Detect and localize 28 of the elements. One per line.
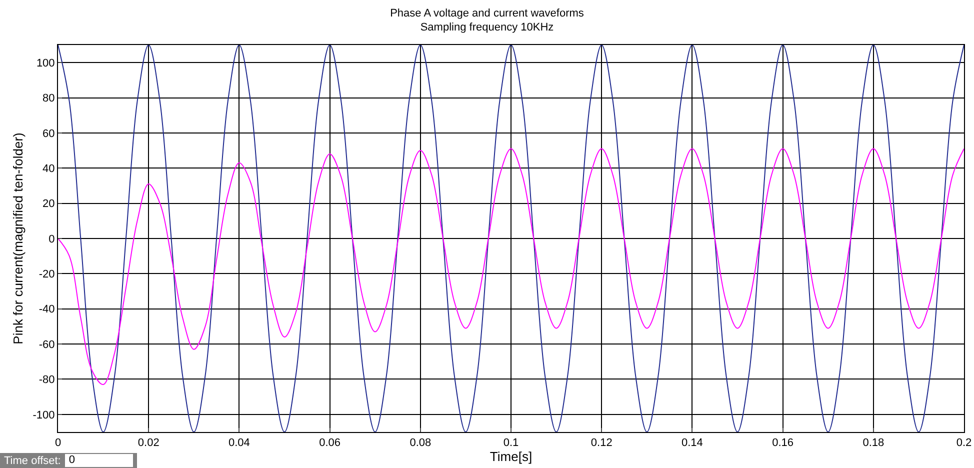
x-tick-label: 0.2 (956, 437, 972, 450)
y-tick-label: 20 (42, 198, 55, 210)
y-tick-label: -100 (32, 409, 55, 422)
x-axis-title: Time[s] (490, 449, 532, 464)
y-tick-label: 0 (48, 233, 55, 246)
x-tick-label: 0.14 (681, 437, 703, 450)
line-series (58, 45, 964, 432)
x-tick-label: 0.02 (138, 437, 160, 450)
x-tick-label: 0.18 (862, 437, 884, 450)
x-tick-label: 0.06 (319, 437, 341, 450)
y-tick-label: 80 (42, 92, 55, 105)
y-tick-label: 40 (42, 162, 55, 175)
y-tick-label: -80 (38, 374, 55, 386)
y-tick-label: 60 (42, 128, 55, 140)
line-series (58, 148, 964, 385)
x-tick-label: 0.1 (503, 437, 519, 450)
x-tick-label: 0.08 (410, 437, 432, 450)
y-tick-label: -40 (38, 304, 55, 316)
y-tick-label: -60 (38, 338, 55, 351)
y-tick-label: -20 (38, 268, 55, 281)
time-offset-field: Time offset: 0 (0, 453, 137, 468)
x-tick-label: 0.16 (772, 437, 794, 450)
x-tick-label: 0.04 (228, 437, 250, 450)
y-axis-title: Pink for current(magnified ten-folder) (10, 132, 26, 344)
chart-title: Phase A voltage and current waveforms (390, 7, 584, 20)
x-tick-label: 0.12 (590, 437, 612, 450)
y-tick-label: 100 (36, 57, 55, 70)
chart-subtitle: Sampling frequency 10KHz (420, 22, 554, 34)
